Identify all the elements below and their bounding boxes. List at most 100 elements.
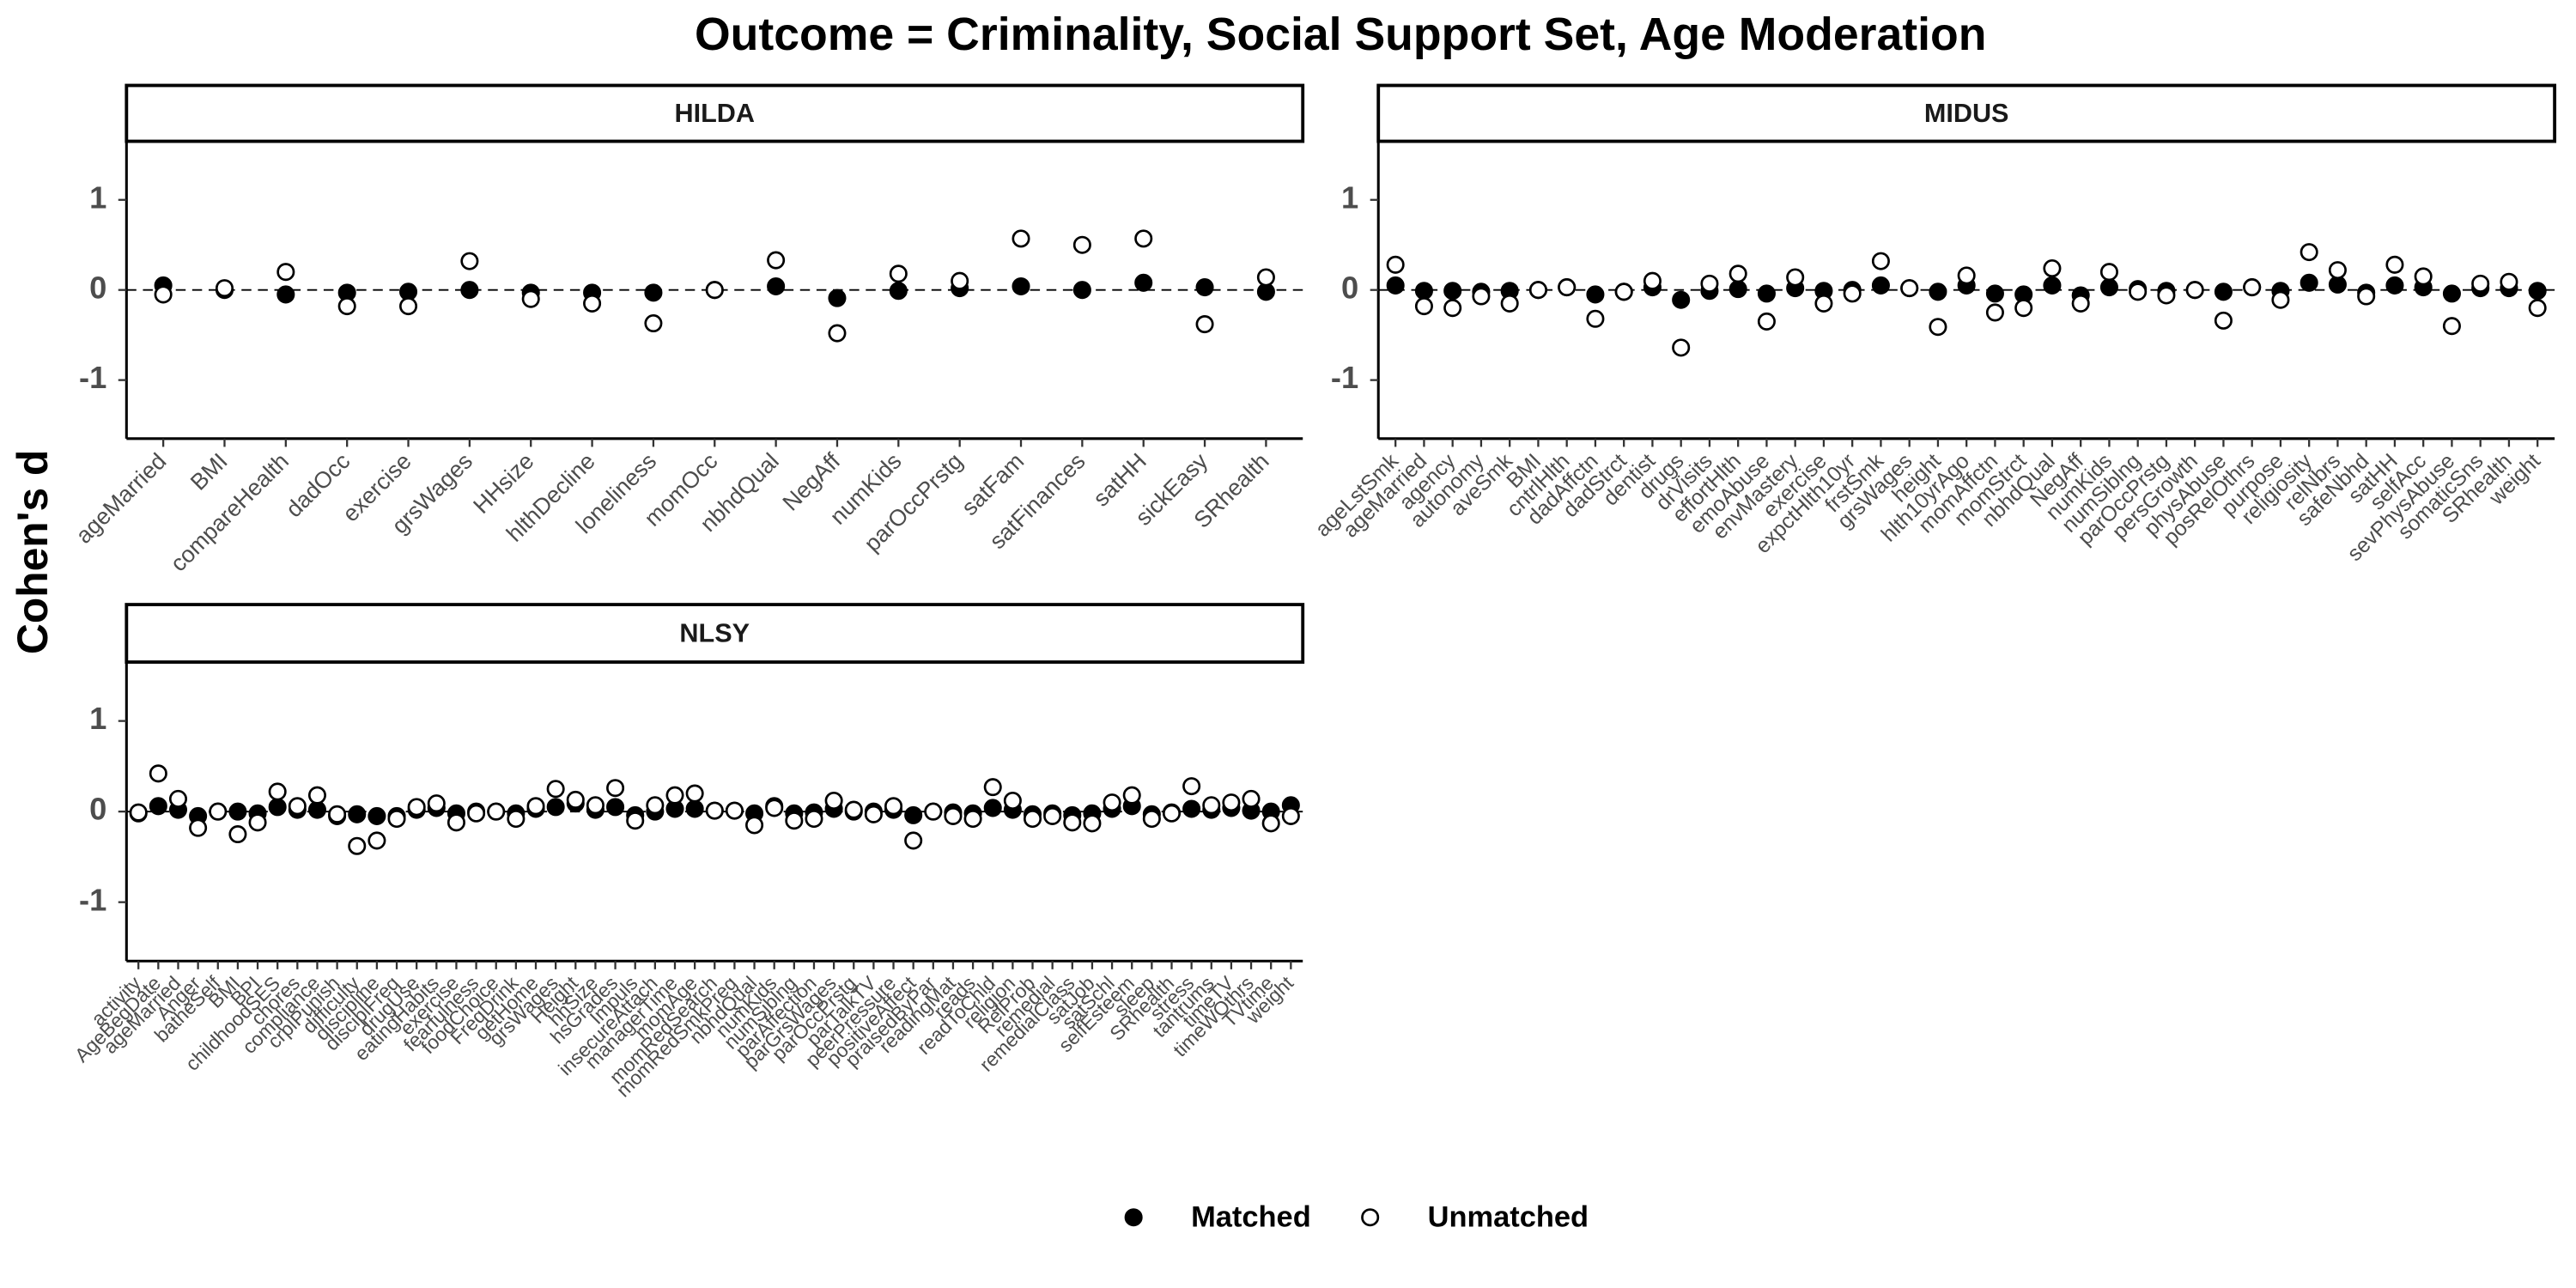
point-unmatched (1643, 271, 1662, 290)
point-unmatched (546, 780, 565, 799)
point-unmatched (487, 802, 506, 821)
y-tick-label: -1 (79, 882, 106, 917)
point-unmatched (149, 764, 167, 783)
point-unmatched (765, 799, 784, 817)
point-unmatched (767, 251, 786, 270)
point-unmatched (1103, 793, 1121, 812)
point-matched (1414, 282, 1433, 301)
point-unmatched (983, 778, 1002, 797)
point-unmatched (2071, 294, 2090, 313)
point-matched (1012, 276, 1030, 296)
y-tick-label: 0 (89, 792, 106, 827)
point-unmatched (1900, 279, 1919, 298)
point-unmatched (2214, 311, 2233, 330)
point-unmatched (248, 813, 267, 832)
point-unmatched (1500, 294, 1519, 313)
point-unmatched (2500, 272, 2518, 291)
panel-strip (1376, 83, 2557, 143)
point-unmatched (154, 285, 173, 304)
point-unmatched (944, 806, 963, 825)
point-unmatched (2157, 286, 2176, 305)
y-axis-label: Cohen's d (9, 450, 57, 654)
point-unmatched (228, 825, 247, 844)
point-unmatched (1528, 281, 1547, 300)
point-matched (2099, 278, 2118, 297)
point-unmatched (2528, 299, 2547, 318)
point-unmatched (2271, 290, 2290, 309)
point-matched (904, 805, 923, 824)
point-matched (1586, 285, 1605, 304)
point-unmatched (1063, 813, 1082, 832)
point-unmatched (1614, 283, 1633, 301)
point-unmatched (1182, 777, 1201, 796)
point-unmatched (189, 818, 208, 837)
point-unmatched (924, 802, 943, 821)
point-unmatched (1072, 235, 1091, 254)
point-unmatched (1023, 810, 1042, 829)
point-unmatched (337, 297, 356, 316)
panel-title: NLSY (679, 619, 750, 648)
point-unmatched (705, 281, 724, 300)
point-unmatched (566, 790, 585, 809)
point-unmatched (2099, 263, 2118, 282)
y-tick-label: 1 (89, 179, 106, 215)
point-unmatched (2357, 287, 2376, 306)
point-unmatched (626, 811, 645, 830)
point-unmatched (427, 794, 446, 813)
point-unmatched (1202, 796, 1221, 815)
point-unmatched (2442, 317, 2461, 336)
point-unmatched (1586, 309, 1605, 328)
point-unmatched (1871, 252, 1890, 270)
point-unmatched (644, 313, 663, 333)
point-matched (1672, 290, 1691, 309)
point-unmatched (1162, 804, 1182, 823)
point-unmatched (1261, 814, 1280, 833)
point-matched (767, 276, 786, 296)
point-matched (2385, 276, 2404, 295)
point-unmatched (963, 810, 982, 829)
point-unmatched (1012, 229, 1030, 248)
point-unmatched (526, 797, 545, 816)
legend-label: Matched (1191, 1201, 1311, 1234)
point-unmatched (467, 804, 486, 823)
point-unmatched (1222, 793, 1241, 812)
y-tick-label: -1 (79, 360, 106, 395)
point-unmatched (1672, 338, 1691, 357)
point-unmatched (2185, 281, 2204, 300)
point-unmatched (368, 831, 386, 850)
point-unmatched (685, 784, 704, 803)
point-unmatched (521, 289, 540, 308)
point-matched (2300, 273, 2318, 292)
point-unmatched (1122, 786, 1141, 805)
point-unmatched (2471, 274, 2490, 293)
point-unmatched (828, 324, 847, 343)
point-unmatched (348, 836, 367, 855)
point-matched (546, 798, 565, 817)
point-unmatched (1195, 315, 1214, 334)
point-unmatched (1256, 268, 1275, 287)
point-matched (1072, 281, 1091, 300)
point-unmatched (268, 782, 287, 801)
y-tick-label: 0 (1341, 270, 1358, 305)
point-unmatched (2014, 299, 2033, 318)
point-unmatched (745, 816, 764, 835)
point-unmatched (583, 294, 602, 313)
point-unmatched (1043, 806, 1062, 825)
point-matched (606, 798, 625, 817)
point-matched (268, 798, 287, 817)
point-unmatched (2129, 283, 2148, 301)
point-unmatched (129, 803, 148, 822)
point-matched (1871, 276, 1890, 295)
point-unmatched (1386, 255, 1405, 274)
y-tick-label: 1 (89, 701, 106, 736)
point-unmatched (1814, 294, 1833, 313)
point-unmatched (447, 813, 465, 832)
point-unmatched (2300, 243, 2318, 262)
point-matched (2442, 284, 2461, 303)
point-matched (983, 799, 1002, 817)
point-unmatched (951, 271, 969, 290)
point-unmatched (1281, 806, 1300, 825)
point-unmatched (1134, 229, 1153, 248)
